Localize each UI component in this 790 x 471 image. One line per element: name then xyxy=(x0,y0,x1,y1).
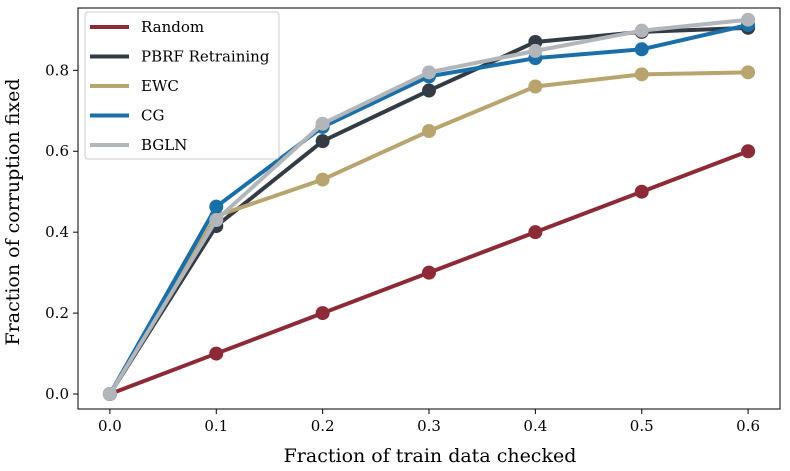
x-tick-label: 0.6 xyxy=(736,417,760,435)
data-point-bgln xyxy=(315,116,330,131)
x-tick-label: 0.0 xyxy=(98,417,122,435)
x-tick-label: 0.5 xyxy=(630,417,654,435)
x-tick-label: 0.2 xyxy=(311,417,335,435)
y-tick-label: 0.4 xyxy=(45,223,69,241)
data-point-random xyxy=(209,346,224,361)
x-tick-label: 0.1 xyxy=(204,417,228,435)
legend-label-cg: CG xyxy=(141,107,164,125)
legend-label-pbrf-retraining: PBRF Retraining xyxy=(141,48,270,66)
y-axis-label: Fraction of corruption fixed xyxy=(2,78,24,345)
data-point-cg xyxy=(634,42,649,57)
data-point-random xyxy=(422,265,436,280)
data-point-random xyxy=(315,306,330,321)
x-tick-label: 0.4 xyxy=(523,417,547,435)
y-tick-label: 0.8 xyxy=(45,61,69,79)
axes-layer: 0.0 0.1 0.2 0.3 0.4 0.5 0.6 0.0 0.2 0.4 0.6 0.8 xyxy=(45,61,760,435)
data-point-bgln xyxy=(422,65,436,80)
legend-label-random: Random xyxy=(141,18,204,36)
series-bgln xyxy=(102,12,756,402)
data-point-random xyxy=(741,144,756,159)
data-point-bgln xyxy=(741,12,756,27)
data-point-ewc xyxy=(741,65,756,80)
legend-label-bgln: BGLN xyxy=(141,136,187,154)
legend-frame xyxy=(84,11,280,160)
y-tick-label: 0.0 xyxy=(45,385,69,403)
data-point-random xyxy=(634,184,649,199)
data-point-pbrf-retraining xyxy=(422,83,436,98)
data-point-bgln xyxy=(528,43,543,58)
data-point-random xyxy=(528,225,543,240)
data-point-bgln xyxy=(209,213,224,228)
data-point-bgln xyxy=(634,23,649,38)
data-point-ewc xyxy=(528,79,543,94)
series-layer xyxy=(102,12,756,402)
data-point-bgln xyxy=(102,387,117,402)
data-point-ewc xyxy=(422,124,436,139)
legend-label-ewc: EWC xyxy=(141,77,179,95)
data-point-cg xyxy=(209,199,224,214)
x-tick-label: 0.3 xyxy=(417,417,441,435)
legend: Random PBRF Retraining EWC CG BGLN xyxy=(84,11,280,160)
y-tick-label: 0.6 xyxy=(45,142,69,160)
data-point-ewc xyxy=(315,172,330,187)
y-tick-label: 0.2 xyxy=(45,304,69,322)
data-point-pbrf-retraining xyxy=(315,134,330,149)
x-axis-label: Fraction of train data checked xyxy=(284,445,577,467)
data-point-ewc xyxy=(634,67,649,82)
